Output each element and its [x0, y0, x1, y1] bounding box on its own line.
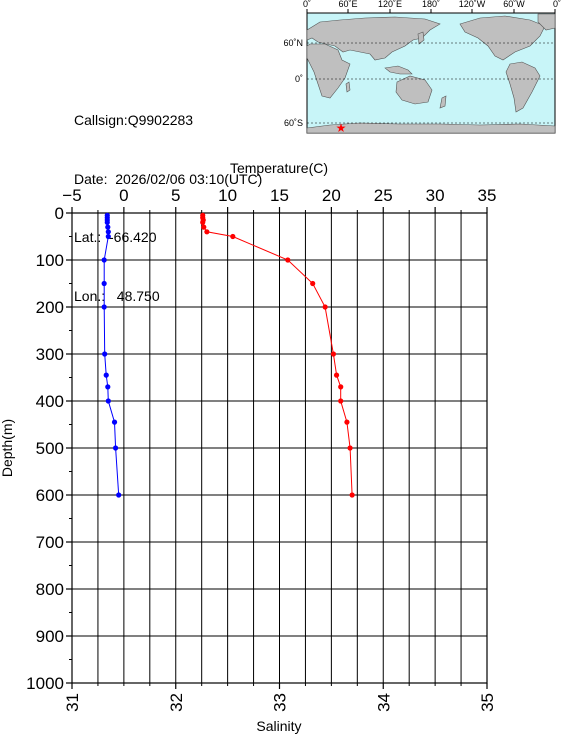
- tick-label-salinity: 31: [63, 693, 82, 712]
- salinity-point: [101, 304, 107, 310]
- salinity-point: [116, 492, 122, 498]
- tick-label-temperature: 0: [119, 186, 128, 205]
- tick-label-salinity: 32: [167, 693, 186, 712]
- temperature-point: [310, 280, 316, 287]
- salinity-point: [101, 257, 107, 263]
- salinity-point: [101, 280, 107, 287]
- depth-axis-label: Depth(m): [0, 419, 15, 477]
- salinity-point: [102, 351, 108, 357]
- chart-series: [101, 212, 355, 498]
- tick-label-temperature: 25: [374, 186, 393, 205]
- salinity-point: [103, 372, 109, 378]
- temperature-point: [322, 304, 328, 310]
- temperature-point: [200, 219, 206, 225]
- date-text: Date: 2026/02/06 03:10(UTC): [74, 170, 263, 187]
- salinity-point: [105, 224, 111, 230]
- temperature-point: [201, 224, 207, 230]
- salinity-point: [105, 398, 111, 404]
- tick-label-temperature: 15: [270, 186, 289, 205]
- temperature-point: [344, 419, 350, 425]
- chart-grid: [72, 213, 487, 683]
- callsign-text: Callsign:Q9902283: [74, 112, 194, 128]
- temperature-point: [338, 384, 344, 390]
- tick-label-temperature: 10: [218, 186, 237, 205]
- tick-label-temperature: −5: [62, 186, 81, 205]
- tick-label-salinity: 33: [271, 693, 290, 712]
- tick-label-temperature: 20: [322, 186, 341, 205]
- temperature-point: [347, 445, 353, 451]
- tick-label-depth: 400: [36, 392, 64, 411]
- salinity-point: [111, 419, 118, 425]
- tick-label-salinity: 35: [478, 693, 497, 712]
- temperature-line: [202, 215, 353, 496]
- temperature-point: [349, 492, 355, 498]
- salinity-point: [105, 229, 111, 235]
- tick-label-depth: 900: [36, 627, 64, 646]
- salinity-point: [105, 384, 111, 390]
- salinity-axis-label: Salinity: [256, 718, 301, 734]
- tick-label-depth: 1000: [26, 674, 64, 693]
- tick-label-depth: 300: [36, 345, 64, 364]
- latitude-text: Lat.: -66.420: [74, 229, 157, 245]
- tick-label-depth: 0: [55, 204, 64, 223]
- tick-label-temperature: 35: [478, 186, 497, 205]
- longitude-text: Lon.: 48.750: [74, 287, 160, 304]
- tick-label-depth: 800: [36, 580, 64, 599]
- tick-label-temperature: 30: [426, 186, 445, 205]
- tick-label-depth: 500: [36, 439, 64, 458]
- salinity-point: [112, 445, 119, 451]
- salinity-point: [105, 233, 111, 240]
- temperature-point: [333, 372, 340, 378]
- salinity-point: [104, 219, 110, 225]
- tick-label-temperature: 5: [171, 186, 180, 205]
- tick-label-depth: 200: [36, 298, 64, 317]
- tick-label-salinity: 34: [374, 693, 393, 712]
- temperature-point: [204, 229, 210, 235]
- temperature-point: [330, 351, 337, 357]
- chart-ticks: [66, 207, 488, 689]
- tick-label-depth: 600: [36, 486, 64, 505]
- tick-label-depth: 100: [36, 251, 64, 270]
- station-info: Callsign:Q9902283 Date: 2026/02/06 03:10…: [74, 72, 262, 326]
- tick-label-depth: 700: [36, 533, 64, 552]
- temperature-point: [285, 257, 291, 263]
- temperature-point: [338, 398, 344, 404]
- temperature-axis-label: Temperature(C): [230, 160, 328, 176]
- temperature-point: [230, 233, 236, 240]
